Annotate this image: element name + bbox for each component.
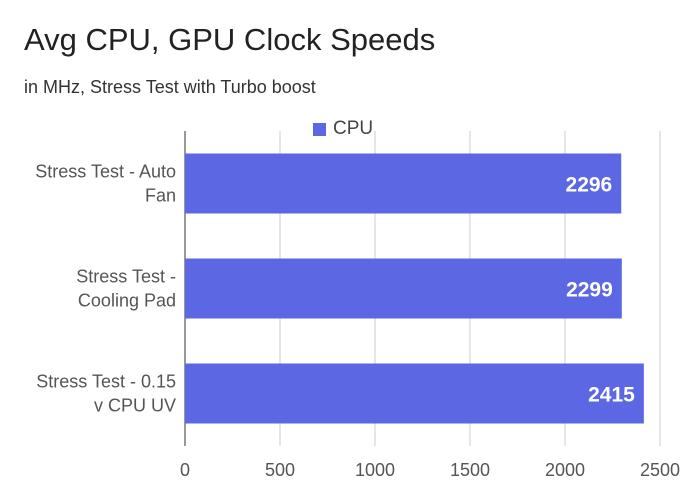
bar-value-label: 2296 — [566, 174, 613, 197]
legend: CPU — [313, 118, 373, 140]
category-label: Stress Test - Auto — [35, 162, 176, 182]
bar — [185, 258, 622, 319]
x-tick-label: 1500 — [450, 460, 490, 480]
category-label: Fan — [145, 186, 176, 206]
bar-value-label: 2299 — [566, 279, 613, 302]
x-tick-label: 500 — [265, 460, 295, 480]
chart-title: Avg CPU, GPU Clock Speeds — [24, 22, 436, 57]
bar — [185, 153, 622, 214]
bar-value-label: 2415 — [588, 384, 635, 407]
x-tick-label: 1000 — [355, 460, 395, 480]
bar — [185, 363, 644, 424]
x-tick-label: 0 — [180, 460, 190, 480]
category-label: Stress Test - 0.15 — [36, 372, 176, 392]
category-label: Stress Test - — [76, 267, 176, 287]
legend-label-cpu: CPU — [333, 118, 374, 139]
category-label: v CPU UV — [94, 396, 176, 416]
category-label: Cooling Pad — [78, 291, 176, 311]
chart-subtitle: in MHz, Stress Test with Turbo boost — [24, 77, 316, 97]
x-tick-label: 2000 — [545, 460, 585, 480]
legend-swatch-cpu — [313, 122, 326, 136]
x-tick-label: 2500 — [640, 460, 680, 480]
